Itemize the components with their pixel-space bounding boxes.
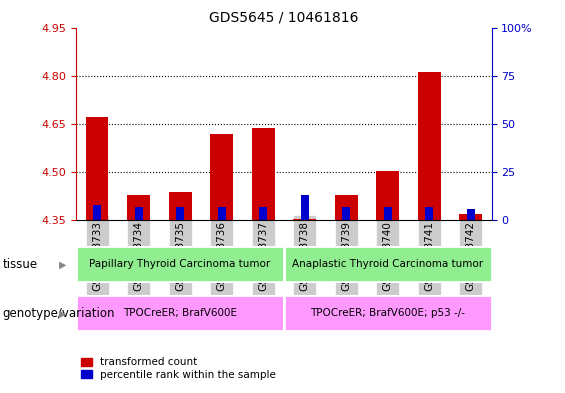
Bar	[342, 207, 350, 220]
Bar	[76, 246, 284, 282]
Bar	[376, 171, 399, 220]
Bar	[335, 195, 358, 220]
Bar	[293, 219, 316, 220]
Bar	[259, 207, 267, 220]
Text: TPOCreER; BrafV600E: TPOCreER; BrafV600E	[123, 309, 237, 318]
Text: Papillary Thyroid Carcinoma tumor: Papillary Thyroid Carcinoma tumor	[89, 259, 271, 269]
Bar	[301, 195, 308, 220]
Bar	[86, 117, 108, 220]
Bar	[93, 205, 101, 220]
Text: Anaplastic Thyroid Carcinoma tumor: Anaplastic Thyroid Carcinoma tumor	[292, 259, 483, 269]
Bar	[459, 214, 482, 220]
Bar	[252, 128, 275, 220]
Bar	[169, 192, 192, 220]
Bar	[210, 134, 233, 220]
Bar	[284, 296, 492, 331]
Text: ▶: ▶	[59, 259, 67, 269]
Text: TPOCreER; BrafV600E; p53 -/-: TPOCreER; BrafV600E; p53 -/-	[310, 309, 465, 318]
Bar	[467, 209, 475, 220]
Bar	[76, 296, 284, 331]
Bar	[218, 207, 225, 220]
Text: genotype/variation: genotype/variation	[3, 307, 115, 320]
Bar	[284, 246, 492, 282]
Text: ▶: ▶	[59, 309, 67, 318]
Bar	[384, 207, 392, 220]
Bar	[176, 207, 184, 220]
Text: tissue: tissue	[3, 258, 38, 271]
Bar	[134, 207, 142, 220]
Bar	[127, 195, 150, 220]
Bar	[418, 72, 441, 220]
Bar	[425, 207, 433, 220]
Title: GDS5645 / 10461816: GDS5645 / 10461816	[209, 11, 359, 25]
Legend: transformed count, percentile rank within the sample: transformed count, percentile rank withi…	[81, 357, 276, 380]
